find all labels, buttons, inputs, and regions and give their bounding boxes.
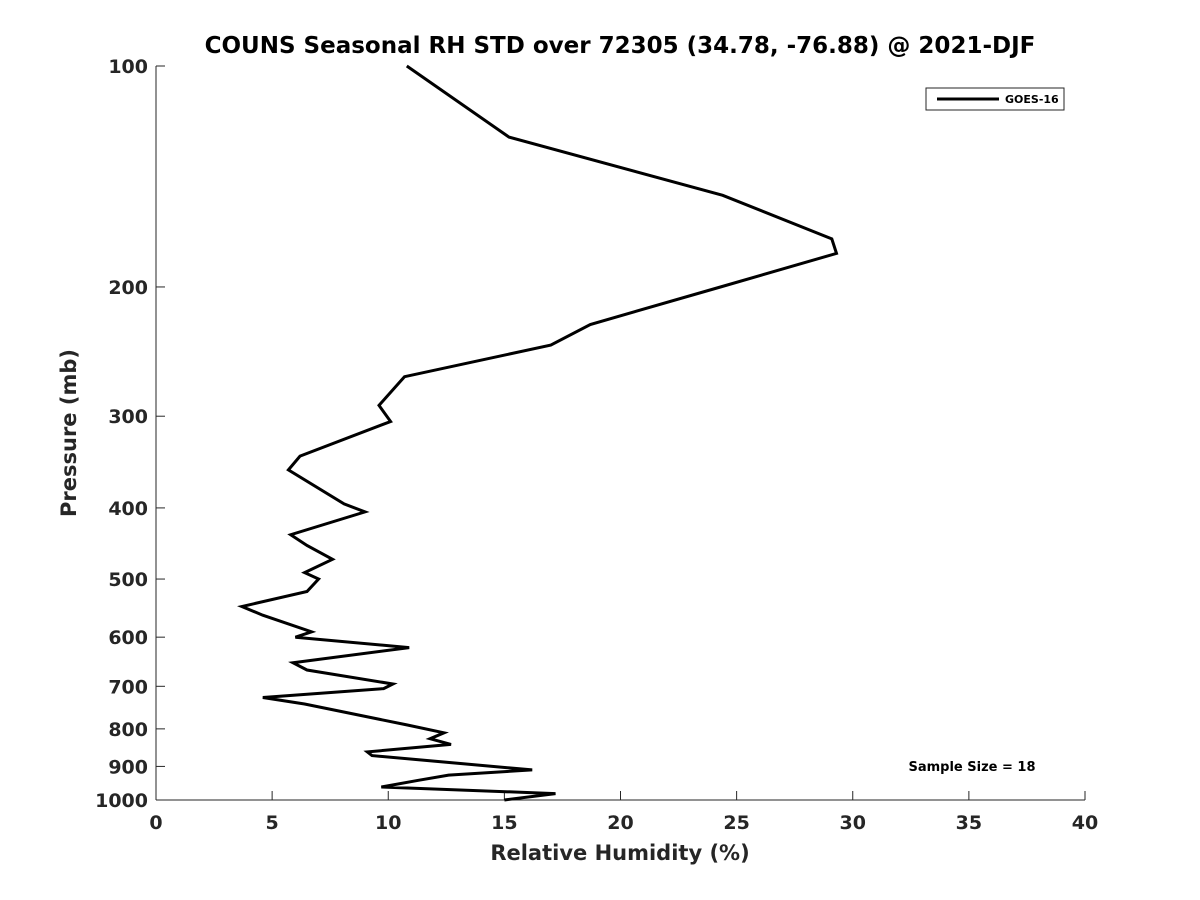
y-tick-label: 200 bbox=[108, 277, 148, 299]
legend-label-goes16: GOES-16 bbox=[1005, 93, 1059, 106]
legend: GOES-16 bbox=[925, 87, 1065, 111]
y-tick-label: 500 bbox=[108, 569, 148, 591]
y-tick-label: 100 bbox=[108, 56, 148, 78]
y-tick-label: 1000 bbox=[95, 790, 148, 812]
x-tick-label: 20 bbox=[607, 812, 633, 834]
y-axis-label: Pressure (mb) bbox=[57, 349, 81, 517]
x-tick-label: 5 bbox=[266, 812, 279, 834]
y-axis-ticks: 100 200 300 400 500 600 700 800 900 1000 bbox=[95, 56, 165, 812]
x-tick-label: 35 bbox=[956, 812, 982, 834]
sample-size-annotation: Sample Size = 18 bbox=[908, 760, 1035, 775]
y-tick-label: 300 bbox=[108, 406, 148, 428]
y-tick-label: 900 bbox=[108, 756, 148, 778]
x-tick-label: 0 bbox=[149, 812, 162, 834]
y-tick-label: 600 bbox=[108, 627, 148, 649]
series-layer bbox=[237, 64, 839, 802]
x-tick-label: 25 bbox=[723, 812, 749, 834]
x-tick-label: 30 bbox=[840, 812, 866, 834]
x-axis-label: Relative Humidity (%) bbox=[490, 841, 749, 865]
x-tick-label: 10 bbox=[375, 812, 401, 834]
x-tick-label: 15 bbox=[491, 812, 517, 834]
y-tick-label: 400 bbox=[108, 498, 148, 520]
y-tick-label: 700 bbox=[108, 676, 148, 698]
x-axis-ticks: 0 5 10 15 20 25 30 35 40 bbox=[149, 791, 1098, 834]
series-line-goes16 bbox=[237, 64, 839, 802]
y-tick-label: 800 bbox=[108, 719, 148, 741]
chart-title: COUNS Seasonal RH STD over 72305 (34.78,… bbox=[205, 33, 1036, 59]
x-tick-label: 40 bbox=[1072, 812, 1098, 834]
plot-area bbox=[155, 66, 1085, 801]
